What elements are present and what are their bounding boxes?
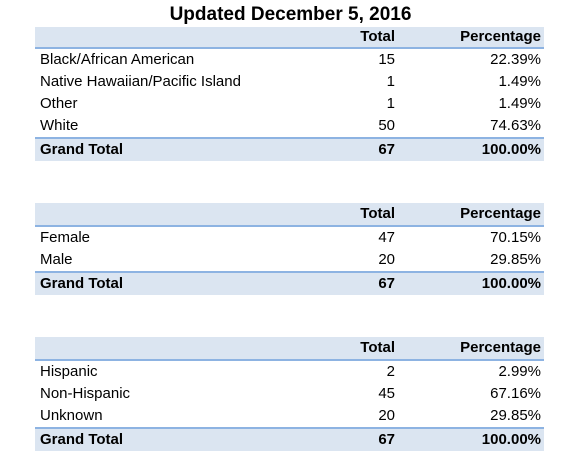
grand-total-value: 67 [378, 141, 395, 158]
table-row: Non-Hispanic 45 67.16% [35, 383, 544, 405]
row-label: Hispanic [40, 363, 98, 380]
row-percentage: 70.15% [490, 229, 541, 246]
grand-total-percentage: 100.00% [481, 275, 541, 292]
row-total: 1 [386, 95, 395, 112]
header-total: Total [360, 205, 395, 222]
row-percentage: 22.39% [490, 51, 541, 68]
table-row: Male 20 29.85% [35, 249, 544, 271]
grand-total-row: Grand Total 67 100.00% [35, 137, 544, 161]
row-total: 45 [378, 385, 395, 402]
ethnicity-table: Total Percentage Hispanic 2 2.99% Non-Hi… [35, 337, 544, 451]
table-row: Female 47 70.15% [35, 227, 544, 249]
row-label: Male [40, 251, 73, 268]
table-row: Native Hawaiian/Pacific Island 1 1.49% [35, 71, 544, 93]
row-total: 20 [378, 251, 395, 268]
row-percentage: 29.85% [490, 251, 541, 268]
grand-total-row: Grand Total 67 100.00% [35, 427, 544, 451]
grand-total-value: 67 [378, 275, 395, 292]
page-title: Updated December 5, 2016 [169, 4, 412, 25]
row-label: Unknown [40, 407, 103, 424]
grand-total-percentage: 100.00% [481, 431, 541, 448]
table-row: Unknown 20 29.85% [35, 405, 544, 427]
row-percentage: 74.63% [490, 117, 541, 134]
header-total: Total [360, 339, 395, 356]
grand-total-value: 67 [378, 431, 395, 448]
table-row: Other 1 1.49% [35, 93, 544, 115]
grand-total-label: Grand Total [40, 141, 124, 158]
row-label: Black/African American [40, 51, 195, 68]
table-header-row: Total Percentage [35, 337, 544, 361]
row-percentage: 2.99% [498, 363, 541, 380]
header-percentage: Percentage [460, 339, 541, 356]
row-total: 47 [378, 229, 395, 246]
header-total: Total [360, 28, 395, 45]
row-percentage: 29.85% [490, 407, 541, 424]
header-percentage: Percentage [460, 205, 541, 222]
table-row: Hispanic 2 2.99% [35, 361, 544, 383]
row-total: 2 [386, 363, 395, 380]
row-percentage: 1.49% [498, 95, 541, 112]
race-table: Total Percentage Black/African American … [35, 27, 544, 161]
row-label: Native Hawaiian/Pacific Island [40, 73, 241, 90]
table-header-row: Total Percentage [35, 27, 544, 49]
row-label: White [40, 117, 79, 134]
grand-total-label: Grand Total [40, 275, 124, 292]
sex-table: Total Percentage Female 47 70.15% Male 2… [35, 203, 544, 295]
row-total: 15 [378, 51, 395, 68]
table-row: White 50 74.63% [35, 115, 544, 137]
grand-total-label: Grand Total [40, 431, 124, 448]
table-header-row: Total Percentage [35, 203, 544, 227]
row-total: 50 [378, 117, 395, 134]
header-percentage: Percentage [460, 28, 541, 45]
grand-total-row: Grand Total 67 100.00% [35, 271, 544, 295]
row-label: Female [40, 229, 91, 246]
row-label: Non-Hispanic [40, 385, 131, 402]
row-total: 20 [378, 407, 395, 424]
grand-total-percentage: 100.00% [481, 141, 541, 158]
table-row: Black/African American 15 22.39% [35, 49, 544, 71]
row-percentage: 1.49% [498, 73, 541, 90]
row-percentage: 67.16% [490, 385, 541, 402]
row-label: Other [40, 95, 78, 112]
row-total: 1 [386, 73, 395, 90]
